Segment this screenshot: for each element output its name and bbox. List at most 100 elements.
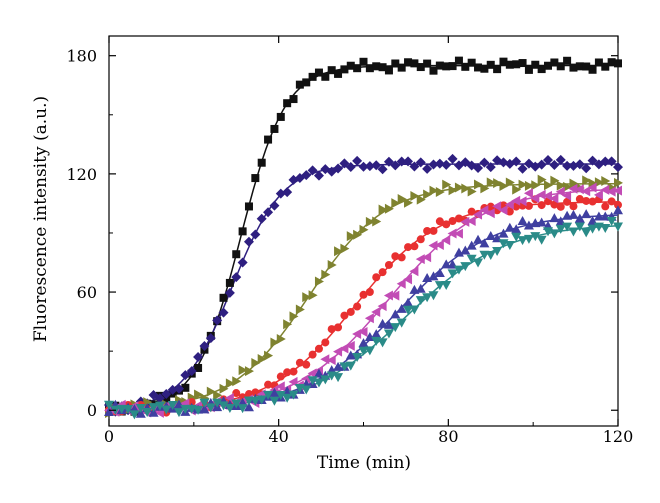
- data-point-series-1: [194, 363, 203, 372]
- data-point-series-4: [486, 202, 495, 211]
- data-point-series-4: [429, 226, 438, 235]
- data-point-series-1: [334, 69, 343, 78]
- data-point-series-3: [397, 193, 407, 204]
- data-point-series-6: [383, 319, 394, 329]
- data-point-series-2: [543, 155, 554, 166]
- data-point-series-4: [614, 200, 622, 209]
- data-point-series-6: [613, 205, 623, 215]
- data-point-series-7: [511, 232, 522, 242]
- data-point-series-2: [301, 170, 312, 181]
- data-point-series-3: [454, 182, 464, 193]
- data-point-series-7: [313, 378, 324, 388]
- data-point-series-1: [327, 66, 336, 75]
- data-point-series-2: [511, 156, 522, 167]
- data-point-series-6: [390, 309, 401, 319]
- data-point-series-4: [397, 253, 406, 262]
- data-point-series-1: [404, 58, 413, 67]
- data-point-series-1: [505, 60, 514, 69]
- data-point-series-7: [154, 401, 165, 411]
- data-point-series-2: [161, 389, 172, 400]
- data-point-series-4: [556, 202, 565, 211]
- data-point-series-2: [345, 162, 356, 173]
- data-point-series-7: [409, 305, 420, 315]
- data-point-series-7: [193, 405, 204, 415]
- data-point-series-4: [289, 367, 298, 376]
- data-point-series-6: [415, 283, 426, 293]
- data-point-series-5: [371, 307, 381, 318]
- data-point-series-2: [180, 370, 191, 381]
- data-point-series-1: [302, 78, 311, 87]
- data-point-series-7: [364, 346, 375, 356]
- data-point-series-7: [129, 410, 140, 420]
- data-point-series-7: [581, 228, 592, 238]
- data-point-series-7: [568, 227, 579, 237]
- data-point-series-6: [243, 402, 254, 412]
- data-point-series-3: [346, 231, 356, 242]
- data-point-series-5: [504, 199, 514, 210]
- data-point-series-5: [441, 235, 451, 246]
- data-point-series-7: [205, 403, 216, 413]
- x-axis-ticks: 0 40 80 120: [104, 36, 633, 446]
- data-point-series-3: [295, 304, 305, 315]
- data-point-series-3: [270, 337, 280, 348]
- data-point-series-5: [383, 290, 393, 301]
- data-point-series-5: [453, 228, 463, 239]
- data-point-series-7: [428, 291, 439, 301]
- data-point-series-4: [448, 217, 457, 226]
- data-point-series-1: [429, 66, 438, 75]
- data-point-series-6: [568, 209, 579, 219]
- data-point-series-3: [353, 229, 363, 240]
- data-point-series-7: [282, 393, 293, 403]
- data-point-series-4: [295, 358, 304, 367]
- data-point-series-7: [173, 408, 184, 418]
- data-point-series-1: [378, 63, 387, 72]
- data-point-series-2: [269, 200, 280, 211]
- data-point-series-2: [415, 157, 426, 168]
- x-tick-label: 80: [438, 427, 458, 446]
- data-point-series-7: [104, 400, 114, 410]
- data-point-series-1: [524, 65, 533, 74]
- data-point-series-1: [340, 65, 349, 74]
- data-point-series-3: [569, 178, 579, 189]
- data-point-series-2: [574, 159, 585, 170]
- data-point-series-1: [162, 395, 171, 404]
- data-point-series-4: [359, 290, 368, 299]
- data-point-series-7: [441, 281, 452, 291]
- data-point-series-3: [283, 319, 293, 330]
- data-point-series-6: [199, 404, 210, 414]
- data-point-series-6: [148, 407, 159, 417]
- data-point-series-7: [275, 391, 286, 401]
- data-point-series-2: [243, 236, 254, 247]
- data-point-series-2: [173, 383, 184, 394]
- data-point-series-2: [167, 384, 178, 395]
- data-point-series-3: [238, 365, 248, 376]
- data-point-series-7: [422, 293, 433, 303]
- data-point-series-6: [269, 387, 280, 397]
- data-point-series-7: [415, 296, 426, 306]
- data-point-series-3: [582, 175, 592, 186]
- data-point-series-1: [257, 158, 266, 167]
- data-point-series-3: [410, 190, 420, 201]
- data-point-series-3: [594, 177, 604, 188]
- data-point-series-1: [607, 58, 616, 67]
- data-point-series-1: [550, 58, 559, 67]
- data-point-series-4: [410, 242, 419, 251]
- data-point-series-7: [434, 281, 445, 291]
- data-point-series-7: [466, 254, 477, 264]
- data-point-series-4: [404, 243, 413, 252]
- data-point-series-5: [593, 189, 603, 200]
- data-point-series-7: [269, 396, 280, 406]
- data-point-series-5: [600, 184, 610, 195]
- data-point-series-3: [563, 181, 573, 192]
- data-point-series-2: [606, 156, 617, 167]
- data-point-series-3: [340, 243, 350, 254]
- data-point-series-5: [377, 301, 387, 312]
- data-point-series-3: [244, 366, 254, 377]
- data-point-series-4: [601, 202, 610, 211]
- data-point-series-1: [474, 63, 483, 72]
- x-tick-label: 40: [268, 427, 288, 446]
- data-point-series-5: [358, 326, 368, 337]
- data-point-series-5: [606, 186, 616, 197]
- data-point-series-1: [442, 62, 451, 71]
